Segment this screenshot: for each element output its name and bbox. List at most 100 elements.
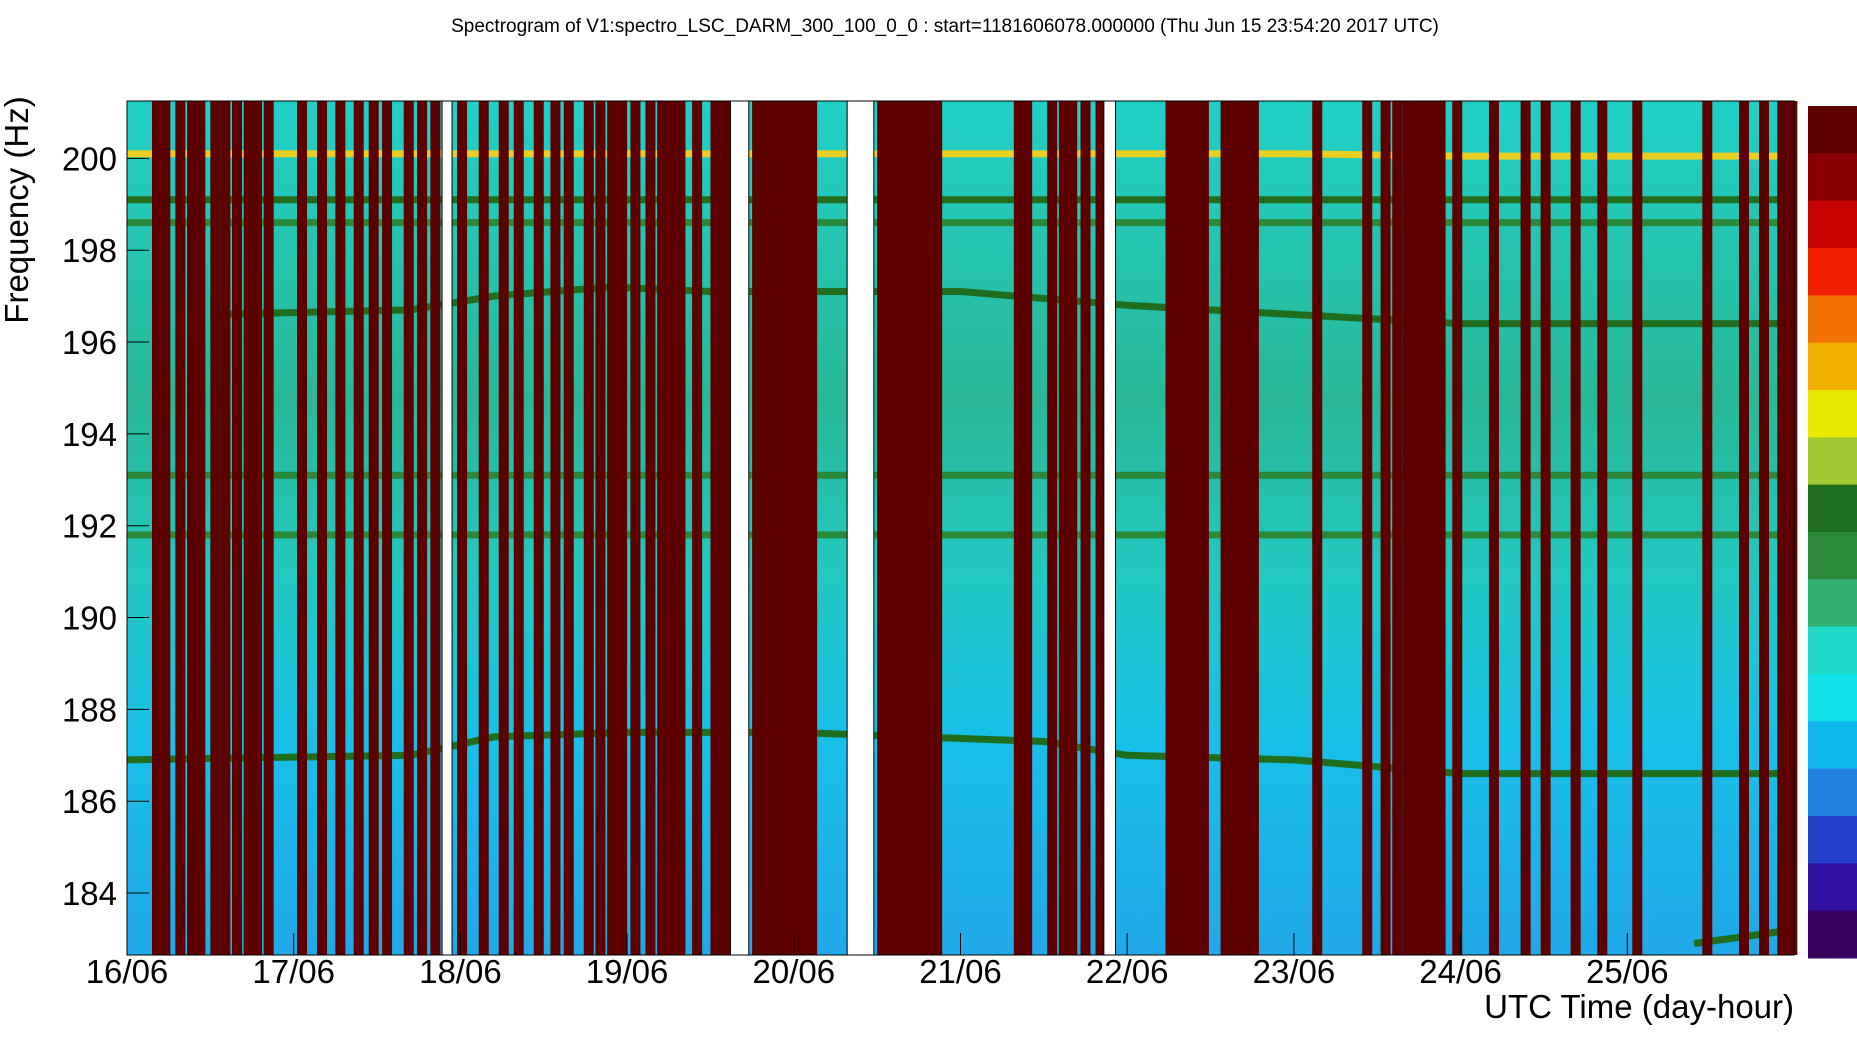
saturated-stripe — [417, 101, 428, 955]
saturated-stripe — [317, 101, 328, 955]
saturated-stripe — [1570, 101, 1581, 955]
saturated-stripe — [335, 101, 346, 955]
colorbar-segment — [1808, 721, 1857, 770]
saturated-stripe — [1540, 101, 1551, 955]
colorbar-segment — [1808, 816, 1857, 864]
saturated-stripe — [1392, 101, 1403, 955]
saturated-stripe — [1058, 101, 1069, 955]
colorbar-segment — [1808, 532, 1857, 580]
saturated-stripe — [710, 101, 721, 955]
saturated-stripe — [665, 101, 676, 955]
data-gap — [441, 100, 453, 956]
data-gap — [1103, 100, 1117, 956]
saturated-stripe — [1452, 101, 1463, 955]
saturated-stripe — [430, 101, 441, 955]
saturated-stripe — [243, 101, 254, 955]
saturated-stripe — [1702, 101, 1713, 955]
saturated-stripe — [550, 101, 561, 955]
saturated-stripe — [187, 101, 198, 955]
saturated-stripe — [1067, 101, 1078, 955]
saturated-stripe — [1095, 101, 1106, 955]
saturated-stripe — [160, 101, 171, 955]
data-gap — [846, 100, 875, 956]
saturated-stripe — [1013, 101, 1024, 955]
colorbar-segment — [1808, 910, 1857, 959]
x-tick-label: 17/06 — [252, 953, 335, 990]
saturated-stripe — [630, 101, 641, 955]
x-tick-label: 21/06 — [919, 953, 1002, 990]
saturated-block — [752, 101, 818, 955]
colorbar-segment — [1808, 579, 1857, 628]
saturated-stripe — [595, 101, 606, 955]
saturated-stripe — [457, 101, 468, 955]
saturated-stripe — [1758, 101, 1769, 955]
saturated-stripe — [175, 101, 186, 955]
x-tick-label: 19/06 — [586, 953, 669, 990]
saturated-stripe — [1080, 101, 1091, 955]
saturated-stripe — [645, 101, 656, 955]
saturated-stripe — [607, 101, 618, 955]
data-gap — [729, 100, 750, 956]
colorbar-segment — [1808, 248, 1857, 296]
saturated-stripe — [1410, 101, 1421, 955]
saturated-stripe — [498, 101, 509, 955]
colorbar-segment — [1808, 390, 1857, 438]
saturated-stripe — [1777, 101, 1788, 955]
saturated-stripe — [563, 101, 574, 955]
x-tick-label: 16/06 — [86, 953, 169, 990]
saturated-block — [877, 101, 943, 955]
colorbar-segment — [1808, 200, 1857, 249]
y-tick-label: 198 — [62, 232, 117, 269]
saturated-stripe — [297, 101, 308, 955]
y-tick-label: 190 — [62, 600, 117, 637]
colorbar-segment — [1808, 863, 1857, 912]
colorbar-segment — [1808, 437, 1857, 486]
saturated-stripe — [210, 101, 221, 955]
colorbar-segment — [1808, 342, 1857, 391]
saturated-stripe — [720, 101, 731, 955]
saturated-stripe — [1435, 101, 1446, 955]
saturated-stripe — [403, 101, 414, 955]
saturated-stripe — [1427, 101, 1438, 955]
saturated-stripe — [368, 101, 379, 955]
x-tick-label: 22/06 — [1086, 953, 1169, 990]
saturated-stripe — [152, 101, 163, 955]
saturated-stripe — [675, 101, 686, 955]
saturated-stripe — [220, 101, 231, 955]
saturated-stripe — [617, 101, 628, 955]
saturated-stripe — [1380, 101, 1391, 955]
saturated-stripe — [1312, 101, 1323, 955]
colorbar-segment — [1808, 106, 1857, 154]
saturated-stripe — [1520, 101, 1531, 955]
y-tick-label: 200 — [62, 140, 117, 177]
x-tick-label: 24/06 — [1419, 953, 1502, 990]
saturated-stripe — [1418, 101, 1429, 955]
saturated-stripe — [263, 101, 274, 955]
y-tick-label: 194 — [62, 416, 117, 453]
y-axis-label: Frequency (Hz) — [0, 96, 35, 323]
y-tick-label: 196 — [62, 324, 117, 361]
x-tick-label: 18/06 — [419, 953, 502, 990]
saturated-stripe — [692, 101, 703, 955]
saturated-stripe — [1488, 101, 1499, 955]
saturated-block — [1165, 101, 1209, 955]
saturated-stripe — [1047, 101, 1058, 955]
colorbar-segment — [1808, 674, 1857, 722]
saturated-stripe — [252, 101, 263, 955]
colorbar-segment — [1808, 484, 1857, 533]
colorbar-segment — [1808, 768, 1857, 817]
saturated-stripe — [1738, 101, 1749, 955]
saturated-stripe — [1402, 101, 1413, 955]
y-tick-label: 184 — [62, 875, 117, 912]
colorbar-segment — [1808, 153, 1857, 202]
y-tick-label: 188 — [62, 691, 117, 728]
chart-title: Spectrogram of V1:spectro_LSC_DARM_300_1… — [451, 16, 1439, 37]
saturated-block — [1220, 101, 1259, 955]
colorbar-segment — [1808, 626, 1857, 675]
saturated-stripe — [353, 101, 364, 955]
x-tick-label: 25/06 — [1586, 953, 1669, 990]
saturated-stripe — [1022, 101, 1033, 955]
y-tick-label: 186 — [62, 783, 117, 820]
saturated-stripe — [1787, 101, 1798, 955]
